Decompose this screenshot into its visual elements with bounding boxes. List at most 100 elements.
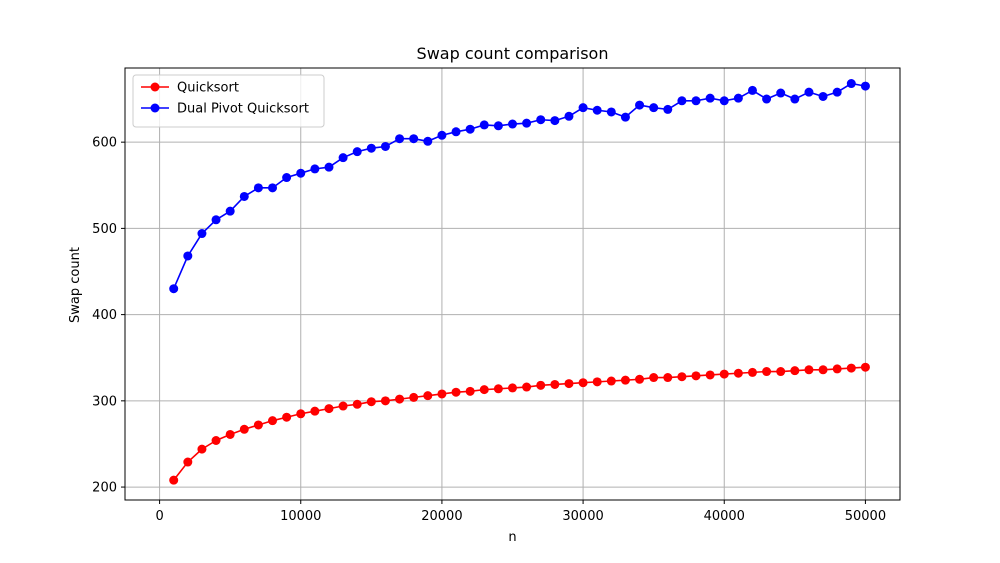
data-point-dual-pivot-quicksort	[663, 104, 673, 114]
data-point-dual-pivot-quicksort	[225, 206, 235, 216]
y-axis-label: Swap count	[68, 247, 83, 323]
data-point-quicksort	[578, 378, 588, 388]
legend-marker	[150, 82, 160, 92]
legend-label: Quicksort	[177, 81, 239, 96]
x-tick-label: 40000	[704, 509, 745, 524]
data-point-dual-pivot-quicksort	[183, 251, 193, 261]
data-point-dual-pivot-quicksort	[296, 168, 306, 178]
data-point-quicksort	[395, 394, 405, 404]
data-point-quicksort	[536, 380, 546, 390]
data-point-dual-pivot-quicksort	[197, 229, 207, 239]
data-point-dual-pivot-quicksort	[733, 93, 743, 103]
y-tick-label: 200	[92, 481, 117, 496]
data-point-dual-pivot-quicksort	[776, 88, 786, 98]
data-point-quicksort	[635, 374, 645, 384]
data-point-quicksort	[352, 399, 362, 409]
data-point-quicksort	[296, 409, 306, 419]
data-point-quicksort	[522, 382, 532, 392]
data-point-quicksort	[804, 365, 814, 375]
data-point-dual-pivot-quicksort	[268, 183, 278, 193]
series-layer	[169, 79, 870, 485]
data-point-dual-pivot-quicksort	[550, 116, 560, 126]
data-point-dual-pivot-quicksort	[338, 153, 348, 163]
data-point-dual-pivot-quicksort	[818, 91, 828, 101]
data-point-dual-pivot-quicksort	[282, 173, 292, 183]
data-point-quicksort	[169, 475, 179, 485]
x-tick-label: 10000	[280, 509, 321, 524]
data-point-dual-pivot-quicksort	[324, 162, 334, 172]
data-point-quicksort	[479, 385, 489, 395]
x-tick-label: 30000	[562, 509, 603, 524]
x-tick-label: 50000	[845, 509, 886, 524]
data-point-dual-pivot-quicksort	[380, 141, 390, 151]
data-point-quicksort	[465, 386, 475, 396]
data-point-quicksort	[380, 396, 390, 406]
chart-title: Swap count comparison	[417, 44, 609, 63]
data-point-dual-pivot-quicksort	[409, 134, 419, 144]
data-point-dual-pivot-quicksort	[211, 215, 221, 225]
legend-box	[132, 74, 325, 128]
data-point-dual-pivot-quicksort	[677, 96, 687, 106]
data-point-quicksort	[282, 412, 292, 422]
data-point-dual-pivot-quicksort	[592, 105, 602, 115]
data-point-quicksort	[790, 366, 800, 376]
data-point-quicksort	[253, 420, 263, 430]
axis-ticks: 0 10000 20000 30000 40000 50000 200 300 400 500 60…	[92, 136, 886, 524]
data-point-quicksort	[776, 367, 786, 377]
x-axis-label: n	[508, 530, 516, 545]
data-point-dual-pivot-quicksort	[536, 115, 546, 125]
data-point-dual-pivot-quicksort	[860, 81, 870, 91]
legend-entry: Quicksort	[141, 81, 239, 96]
data-point-dual-pivot-quicksort	[423, 136, 433, 146]
data-point-quicksort	[451, 387, 461, 397]
data-point-dual-pivot-quicksort	[479, 120, 489, 130]
data-point-quicksort	[324, 404, 334, 414]
data-point-dual-pivot-quicksort	[804, 87, 814, 97]
data-point-quicksort	[211, 436, 221, 446]
y-tick-label: 300	[92, 394, 117, 409]
data-point-quicksort	[747, 367, 757, 377]
data-point-quicksort	[705, 370, 715, 380]
data-point-quicksort	[691, 371, 701, 381]
data-point-quicksort	[846, 363, 856, 373]
y-tick-label: 500	[92, 222, 117, 237]
x-tick-label: 20000	[421, 509, 462, 524]
legend-marker	[150, 103, 160, 113]
data-point-dual-pivot-quicksort	[747, 85, 757, 95]
series-quicksort	[169, 362, 870, 485]
plot-area-frame	[124, 67, 901, 501]
data-point-dual-pivot-quicksort	[437, 130, 447, 140]
data-point-dual-pivot-quicksort	[395, 134, 405, 144]
x-tick-label: 0	[155, 509, 163, 524]
data-point-dual-pivot-quicksort	[691, 96, 701, 106]
data-point-quicksort	[860, 362, 870, 372]
data-point-dual-pivot-quicksort	[366, 143, 376, 153]
data-point-dual-pivot-quicksort	[832, 87, 842, 97]
data-point-dual-pivot-quicksort	[719, 96, 729, 106]
data-point-dual-pivot-quicksort	[451, 127, 461, 137]
data-point-dual-pivot-quicksort	[790, 94, 800, 104]
data-point-quicksort	[606, 376, 616, 386]
data-point-dual-pivot-quicksort	[705, 93, 715, 103]
data-point-quicksort	[550, 379, 560, 389]
data-point-quicksort	[437, 389, 447, 399]
data-point-dual-pivot-quicksort	[493, 121, 503, 131]
data-point-quicksort	[409, 392, 419, 402]
data-point-dual-pivot-quicksort	[508, 119, 517, 129]
data-point-quicksort	[663, 373, 673, 383]
data-point-dual-pivot-quicksort	[649, 103, 659, 113]
data-point-dual-pivot-quicksort	[762, 94, 772, 104]
data-point-dual-pivot-quicksort	[352, 147, 362, 157]
data-point-quicksort	[197, 444, 207, 454]
data-point-quicksort	[423, 391, 433, 401]
data-point-quicksort	[225, 429, 235, 439]
data-point-dual-pivot-quicksort	[253, 183, 263, 193]
data-point-quicksort	[564, 379, 574, 389]
data-point-quicksort	[620, 375, 630, 385]
data-point-dual-pivot-quicksort	[522, 118, 532, 128]
data-point-dual-pivot-quicksort	[635, 100, 645, 110]
data-point-dual-pivot-quicksort	[578, 103, 588, 113]
data-point-dual-pivot-quicksort	[620, 112, 630, 122]
data-point-quicksort	[310, 406, 320, 416]
